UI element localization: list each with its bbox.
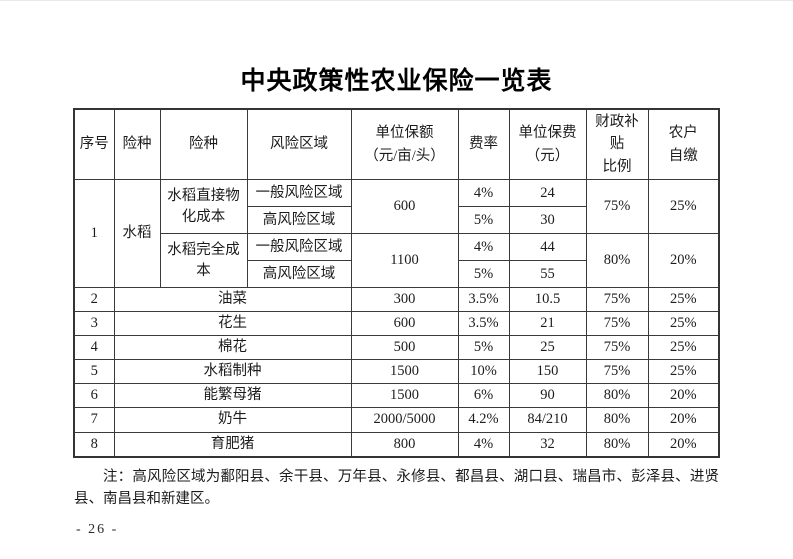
cell-rate: 5%	[457, 206, 510, 235]
cell-selfpay: 20%	[647, 407, 720, 433]
cell-rate: 4.2%	[457, 407, 510, 433]
cell-subsidy: 80%	[585, 431, 649, 458]
table-row: 4 棉花 500 5% 25 75% 25%	[73, 335, 720, 361]
col-header-serial: 序号	[73, 108, 115, 181]
col-header-zone: 风险区域	[246, 108, 352, 181]
table-row-rice-1b: 高风险区域 5% 30	[74, 206, 719, 235]
cell-rate: 5%	[457, 335, 510, 361]
cell-selfpay: 25%	[647, 335, 720, 361]
cell-name: 育肥猪	[113, 431, 352, 458]
cell-serial: 2	[73, 287, 115, 313]
cell-premium: 21	[508, 311, 587, 337]
table-row: 5 水稻制种 1500 10% 150 75% 25%	[73, 359, 720, 385]
table-row-rice-2a: 水稻完全成本 一般风险区域 1100 4% 44 80% 20%	[74, 233, 720, 289]
col-header-premium: 单位保费 （元）	[508, 108, 587, 181]
cell-subsidy: 75%	[585, 335, 649, 361]
cell-name: 花生	[113, 311, 352, 337]
cell-rate: 4%	[457, 233, 510, 262]
cell-amount: 600	[350, 311, 459, 337]
table-row: 2 油菜 300 3.5% 10.5 75% 25%	[73, 287, 720, 313]
cell-premium: 30	[508, 206, 587, 235]
header-row: 序号 险种 险种 风险区域 单位保额 （元/亩/头） 费率 单位保费 （元） 财…	[73, 108, 720, 181]
cell-selfpay: 25%	[647, 179, 720, 235]
cell-premium: 44	[508, 233, 587, 262]
cell-name: 水稻制种	[113, 359, 352, 385]
cell-name: 油菜	[113, 287, 352, 313]
cell-amount: 1500	[350, 359, 459, 385]
table-row: 6 能繁母猪 1500 6% 90 80% 20%	[73, 383, 720, 409]
page-title: 中央政策性农业保险一览表	[240, 67, 553, 95]
cell-amount: 300	[350, 287, 459, 313]
cell-zone: 一般风险区域	[246, 179, 352, 208]
cell-rate: 3.5%	[457, 311, 510, 337]
table-row-rice-1a: 1 水稻 水稻直接物化成本 一般风险区域 600 4% 24 75% 25%	[73, 179, 720, 289]
cell-premium: 25	[508, 335, 587, 361]
table-row: 8 育肥猪 800 4% 32 80% 20%	[73, 431, 720, 458]
cell-zone: 高风险区域	[246, 206, 352, 235]
cell-name: 能繁母猪	[113, 383, 352, 409]
cell-subsidy: 80%	[585, 407, 649, 433]
cell-subsidy: 75%	[585, 287, 649, 313]
cell-rate: 4%	[457, 431, 510, 458]
cell-premium: 150	[508, 359, 587, 385]
cell-subsidy: 80%	[585, 233, 649, 289]
cell-serial: 1	[73, 179, 115, 289]
col-header-subtype: 险种	[159, 108, 248, 181]
cell-zone: 一般风险区域	[246, 233, 352, 262]
col-header-type: 险种	[113, 108, 161, 181]
cell-subtype: 水稻完全成本	[159, 233, 248, 289]
col-header-selfpay: 农户 自缴	[647, 108, 720, 181]
col-header-subsidy: 财政补贴 比例	[585, 108, 649, 181]
cell-name: 奶牛	[113, 407, 352, 433]
cell-subtype: 水稻直接物化成本	[159, 179, 248, 235]
col-header-amount: 单位保额 （元/亩/头）	[350, 108, 459, 181]
cell-amount: 600	[350, 179, 459, 235]
cell-rate: 10%	[457, 359, 510, 385]
cell-rate: 3.5%	[457, 287, 510, 313]
cell-serial: 6	[73, 383, 115, 409]
cell-amount: 1100	[350, 233, 459, 289]
cell-premium: 90	[508, 383, 587, 409]
table-row: 7 奶牛 2000/5000 4.2% 84/210 80% 20%	[73, 407, 720, 433]
cell-serial: 4	[73, 335, 115, 361]
cell-premium: 55	[508, 260, 587, 289]
cell-selfpay: 25%	[647, 359, 720, 385]
cell-selfpay: 20%	[647, 233, 720, 289]
cell-serial: 7	[73, 407, 115, 433]
cell-amount: 500	[350, 335, 459, 361]
cell-rate: 4%	[457, 179, 510, 208]
cell-subsidy: 75%	[585, 359, 649, 385]
cell-premium: 24	[508, 179, 587, 208]
cell-selfpay: 25%	[647, 311, 720, 337]
cell-amount: 800	[350, 431, 459, 458]
cell-selfpay: 25%	[647, 287, 720, 313]
page-number: - 26 -	[76, 521, 119, 537]
cell-subsidy: 80%	[585, 383, 649, 409]
cell-selfpay: 20%	[647, 431, 720, 458]
cell-serial: 8	[73, 431, 115, 458]
cell-premium: 32	[508, 431, 587, 458]
cell-subsidy: 75%	[585, 179, 649, 235]
cell-serial: 5	[73, 359, 115, 385]
cell-selfpay: 20%	[647, 383, 720, 409]
table-row-rice-2b: 高风险区域 5% 55	[74, 260, 719, 289]
footnote: 注：高风险区域为鄱阳县、余干县、万年县、永修县、都昌县、湖口县、瑞昌市、彭泽县、…	[74, 468, 719, 507]
col-header-rate: 费率	[457, 108, 510, 181]
cell-type: 水稻	[113, 179, 161, 289]
cell-subsidy: 75%	[585, 311, 649, 337]
cell-premium: 84/210	[508, 407, 587, 433]
cell-zone: 高风险区域	[246, 260, 352, 289]
cell-rate: 5%	[457, 260, 510, 289]
cell-amount: 1500	[350, 383, 459, 409]
cell-name: 棉花	[113, 335, 352, 361]
cell-premium: 10.5	[508, 287, 587, 313]
cell-amount: 2000/5000	[350, 407, 459, 433]
cell-rate: 6%	[457, 383, 510, 409]
cell-serial: 3	[73, 311, 115, 337]
table-row: 3 花生 600 3.5% 21 75% 25%	[73, 311, 720, 337]
insurance-table: 序号 险种 险种 风险区域 单位保额 （元/亩/头） 费率 单位保费 （元） 财…	[73, 108, 720, 458]
